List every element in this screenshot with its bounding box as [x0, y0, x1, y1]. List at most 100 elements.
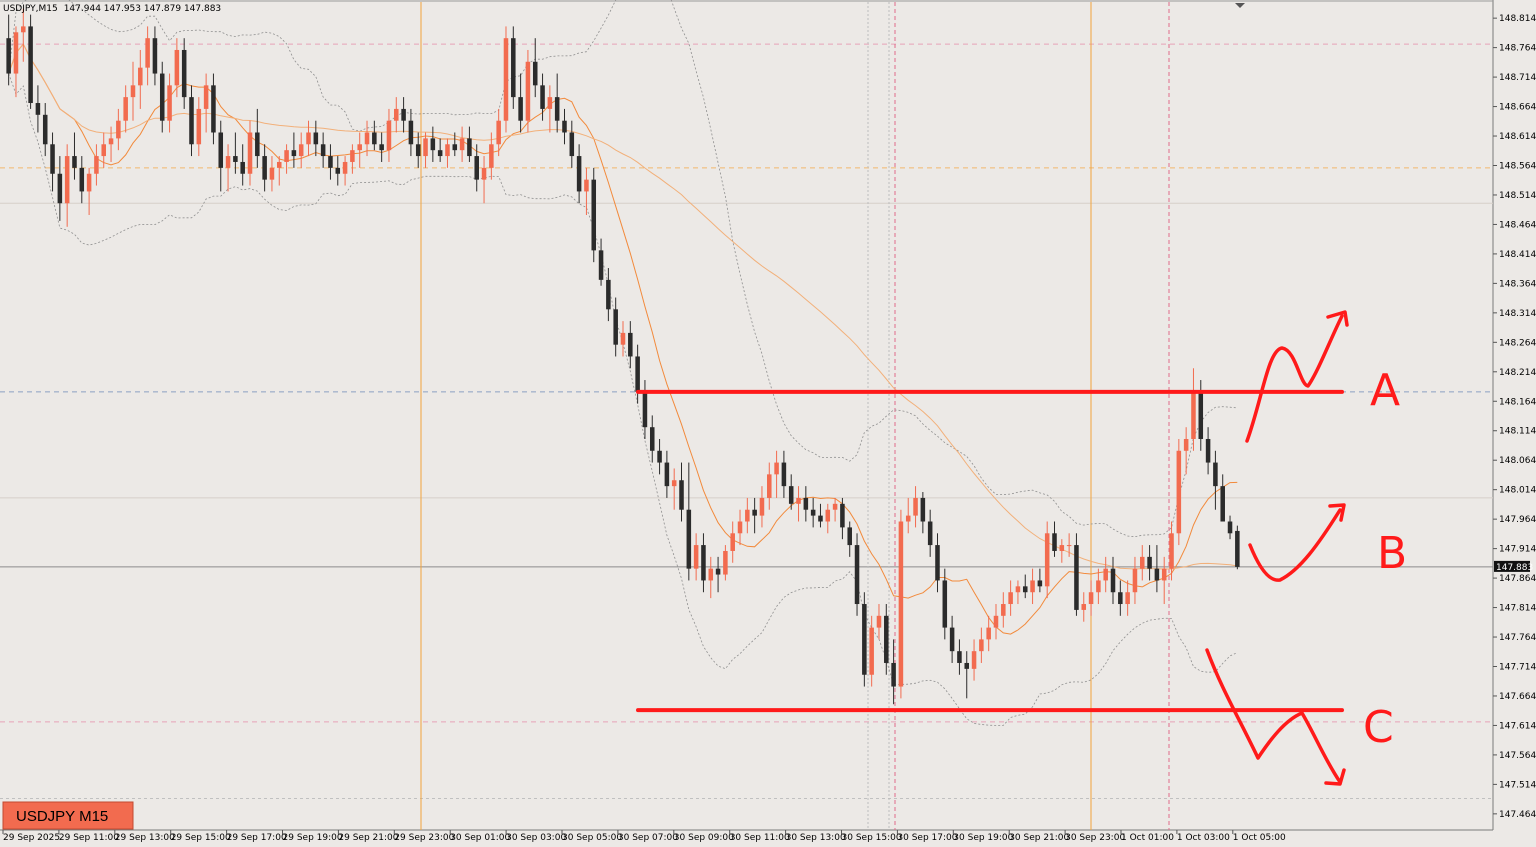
chart-shift-marker[interactable]	[1235, 3, 1245, 8]
bull-candle	[364, 120, 370, 157]
bull-candle	[620, 321, 626, 357]
candle-body	[481, 167, 487, 180]
bear-candle	[532, 38, 538, 98]
price-tick-label: 148.764	[1499, 44, 1536, 54]
bear-candle	[50, 132, 55, 192]
candle-body	[152, 38, 158, 74]
candle-body	[649, 427, 655, 451]
bear-candle	[803, 486, 809, 522]
candle-body	[825, 509, 831, 522]
candle-body	[701, 545, 706, 581]
bull-candle	[1169, 521, 1174, 581]
bull-candle	[905, 497, 911, 534]
bull-candle	[1125, 580, 1130, 616]
candle-body	[123, 97, 128, 121]
time-tick-label: 29 Sep 15:00	[171, 833, 231, 843]
price-tick-label: 147.864	[1499, 574, 1536, 584]
candle-body	[342, 161, 348, 174]
bear-candle	[152, 26, 158, 86]
candle-body	[1008, 592, 1013, 605]
candle-body	[276, 161, 282, 168]
price-tick-label: 148.064	[1499, 456, 1536, 466]
scenario-c-path	[1205, 648, 1342, 784]
candle-body	[964, 662, 970, 669]
candle-body	[679, 480, 684, 510]
bear-candle	[1037, 568, 1043, 593]
candle-body	[79, 167, 85, 192]
price-tick-label: 147.914	[1499, 545, 1536, 555]
bull-candle	[145, 26, 150, 86]
price-tick-label: 147.514	[1499, 780, 1536, 790]
price-tick-label: 147.614	[1499, 721, 1536, 731]
price-tick-label: 148.464	[1499, 220, 1536, 230]
bear-candle	[313, 120, 319, 157]
price-tick-label: 147.664	[1499, 692, 1536, 702]
bear-candle	[554, 73, 560, 133]
candle-body	[1110, 568, 1116, 593]
candle-body	[298, 144, 304, 157]
candle-body	[1088, 592, 1094, 605]
candle-body	[708, 568, 714, 581]
candle-body	[72, 156, 77, 168]
price-tick-label: 147.714	[1499, 663, 1536, 673]
price-tick-label: 147.464	[1499, 810, 1536, 820]
candle-body	[313, 132, 319, 145]
bear-candle	[430, 126, 436, 162]
bear-candle	[6, 14, 11, 86]
candle-body	[525, 61, 531, 121]
bull-candle	[298, 132, 304, 168]
candle-body	[759, 497, 765, 516]
candle-body	[642, 391, 648, 428]
bull-candle	[584, 167, 589, 216]
bull-candle	[357, 132, 362, 168]
bull-candle	[503, 26, 509, 133]
scenario-a-arrowhead	[1326, 310, 1349, 327]
candle-body	[328, 156, 333, 168]
bear-candle	[891, 639, 896, 705]
bull-candle	[1081, 592, 1087, 622]
time-tick-label: 30 Sep 17:00	[897, 833, 957, 843]
bear-candle	[1154, 545, 1160, 593]
price-tick-label: 148.264	[1499, 338, 1536, 348]
price-tick-label: 147.964	[1499, 515, 1536, 525]
bear-candle	[320, 132, 326, 168]
candle-body	[949, 627, 955, 652]
bull-candle	[86, 167, 92, 216]
candle-body	[1139, 556, 1145, 569]
bull-candle	[1191, 368, 1196, 451]
bear-candle	[781, 450, 787, 498]
price-axis[interactable]: 148.814 148.764 148.714 148.664 148.614 148.5…	[1493, 14, 1536, 820]
bull-candle	[971, 639, 977, 681]
price-tick-label: 148.714	[1499, 73, 1536, 83]
candle-body	[796, 497, 801, 504]
candle-body	[591, 179, 597, 251]
candle-body	[1125, 592, 1130, 605]
price-tick-label: 147.764	[1499, 633, 1536, 643]
bull-candle	[759, 486, 765, 528]
candle-body	[1227, 521, 1233, 534]
bull-candle	[708, 556, 714, 599]
bull-candle	[898, 509, 904, 699]
candle-body	[189, 97, 194, 145]
candle-body	[64, 156, 70, 204]
candle-body	[547, 97, 553, 109]
bull-candle	[979, 627, 984, 663]
candle-body	[35, 103, 41, 115]
bear-candle	[1235, 525, 1240, 570]
bull-candle	[306, 120, 311, 157]
candle-body	[803, 497, 809, 510]
candle-body	[905, 515, 911, 522]
bear-candle	[1074, 533, 1079, 616]
price-tick-label: 148.514	[1499, 191, 1536, 201]
bear-candle	[415, 132, 421, 168]
candle-body	[394, 108, 399, 121]
candle-body	[737, 521, 743, 534]
candle-body	[1118, 592, 1123, 605]
time-tick-label: 29 Sep 19:00	[283, 833, 343, 843]
candle-body	[1132, 568, 1138, 593]
candle-body	[430, 138, 436, 151]
candle-body	[218, 132, 224, 168]
